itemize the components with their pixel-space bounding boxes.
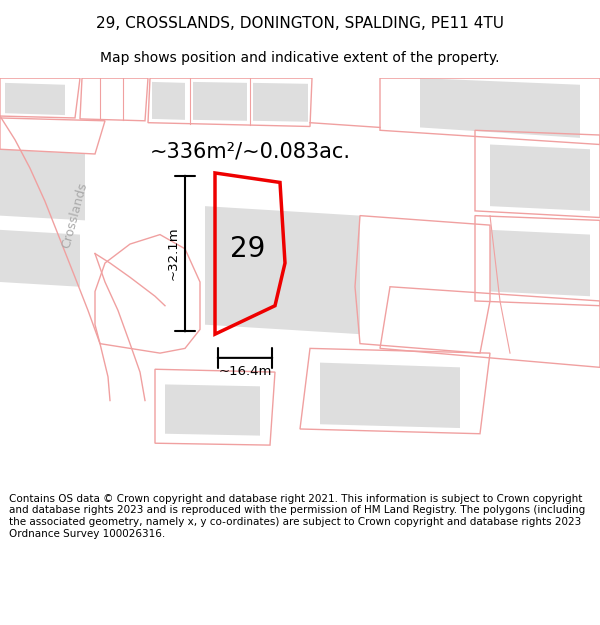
Polygon shape [0,149,85,221]
Polygon shape [420,78,580,138]
Polygon shape [0,230,80,287]
Polygon shape [165,384,260,436]
Polygon shape [5,83,65,115]
Polygon shape [253,83,308,122]
Polygon shape [490,144,590,211]
Text: 29: 29 [230,235,266,263]
Text: ~16.4m: ~16.4m [218,366,272,379]
Polygon shape [115,424,600,491]
Text: Crosslands: Crosslands [60,181,90,250]
Text: ~336m²/~0.083ac.: ~336m²/~0.083ac. [149,141,350,161]
Text: ~32.1m: ~32.1m [167,227,180,281]
Text: Map shows position and indicative extent of the property.: Map shows position and indicative extent… [100,51,500,65]
Text: Contains OS data © Crown copyright and database right 2021. This information is : Contains OS data © Crown copyright and d… [9,494,585,539]
Polygon shape [193,82,247,121]
Polygon shape [130,282,240,405]
Polygon shape [0,78,600,121]
Polygon shape [320,362,460,428]
Polygon shape [152,82,185,120]
Polygon shape [0,78,160,491]
Polygon shape [205,206,360,334]
Text: 29, CROSSLANDS, DONINGTON, SPALDING, PE11 4TU: 29, CROSSLANDS, DONINGTON, SPALDING, PE1… [96,16,504,31]
Polygon shape [490,230,590,296]
